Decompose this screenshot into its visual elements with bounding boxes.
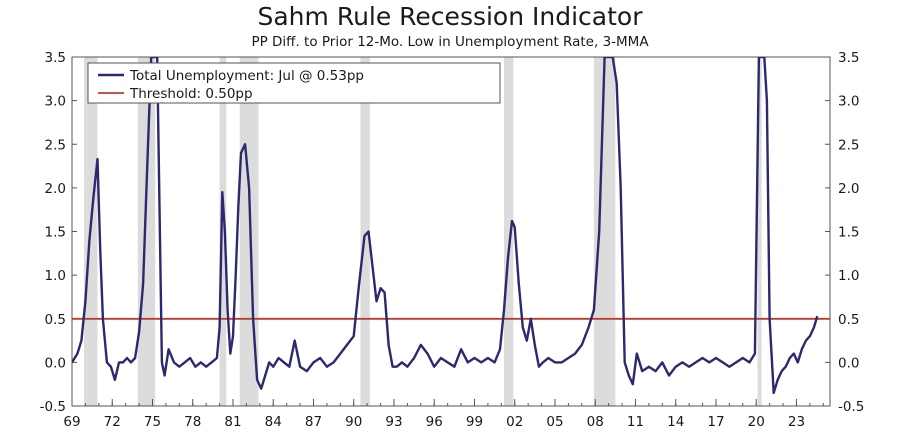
legend-label: Threshold: 0.50pp xyxy=(129,86,253,102)
y-tick-label-left: 1.0 xyxy=(45,268,66,284)
y-tick-label-right: 1.0 xyxy=(838,268,859,284)
x-tick-label: 02 xyxy=(506,414,523,430)
x-tick-label: 84 xyxy=(265,414,282,430)
x-tick-label: 17 xyxy=(707,414,724,430)
plot-frame xyxy=(71,56,831,407)
y-tick-label-left: -0.5 xyxy=(40,399,66,415)
recession-band xyxy=(503,57,514,406)
x-tick-label: 75 xyxy=(144,414,161,430)
series-lines xyxy=(72,57,830,395)
y-tick-label-right: 3.5 xyxy=(838,50,859,66)
x-tick-label: 81 xyxy=(224,414,241,430)
y-tick-label-left: 0.5 xyxy=(45,312,66,328)
x-tick-label: 72 xyxy=(104,414,121,430)
x-tick-label: 20 xyxy=(748,414,765,430)
x-tick-label: 08 xyxy=(587,414,604,430)
y-tick-label-left: 3.5 xyxy=(45,50,66,66)
recession-band xyxy=(593,57,616,406)
x-tick-label: 14 xyxy=(667,414,684,430)
y-tick-label-right: 2.0 xyxy=(838,181,859,197)
x-tick-label: 05 xyxy=(546,414,563,430)
recession-band xyxy=(757,57,762,406)
y-tick-label-right: 1.5 xyxy=(838,225,859,241)
x-tick-label: 23 xyxy=(788,414,805,430)
x-tick-label: 99 xyxy=(466,414,483,430)
y-tick-label-left: 0.0 xyxy=(45,355,66,371)
x-tick-label: 69 xyxy=(63,414,80,430)
recession-band xyxy=(360,57,370,406)
plot-border xyxy=(71,56,831,407)
y-tick-label-left: 2.5 xyxy=(45,137,66,153)
y-tick-label-right: 0.0 xyxy=(838,355,859,371)
chart-title: Sahm Rule Recession Indicator xyxy=(257,2,643,31)
recession-bands xyxy=(84,57,762,406)
series-line-total-unemployment xyxy=(72,57,819,395)
axis-ticks: 3.5 3.5 3.0 3.0 2.5 2.5 2.0 2.0 1.5 1.5 1.0 1.0 0.5 0… xyxy=(40,50,865,430)
x-tick-label: 90 xyxy=(345,414,362,430)
x-tick-label: 93 xyxy=(385,414,402,430)
recession-band xyxy=(219,57,227,406)
y-tick-label-left: 1.5 xyxy=(45,225,66,241)
x-tick-label: 87 xyxy=(305,414,322,430)
y-tick-label-right: 0.5 xyxy=(838,312,859,328)
y-tick-label-left: 2.0 xyxy=(45,181,66,197)
legend-label: Total Unemployment: Jul @ 0.53pp xyxy=(129,68,364,84)
y-tick-label-right: 2.5 xyxy=(838,137,859,153)
chart-subtitle: PP Diff. to Prior 12-Mo. Low in Unemploy… xyxy=(251,34,649,50)
y-tick-label-right: -0.5 xyxy=(838,399,864,415)
y-tick-label-right: 3.0 xyxy=(838,94,859,110)
legend-box xyxy=(87,62,501,104)
x-tick-label: 78 xyxy=(184,414,201,430)
recession-band xyxy=(137,57,156,406)
x-tick-label: 96 xyxy=(426,414,443,430)
x-tick-label: 11 xyxy=(627,414,644,430)
y-tick-label-left: 3.0 xyxy=(45,94,66,110)
legend: Total Unemployment: Jul @ 0.53pp Threshol… xyxy=(87,62,501,104)
